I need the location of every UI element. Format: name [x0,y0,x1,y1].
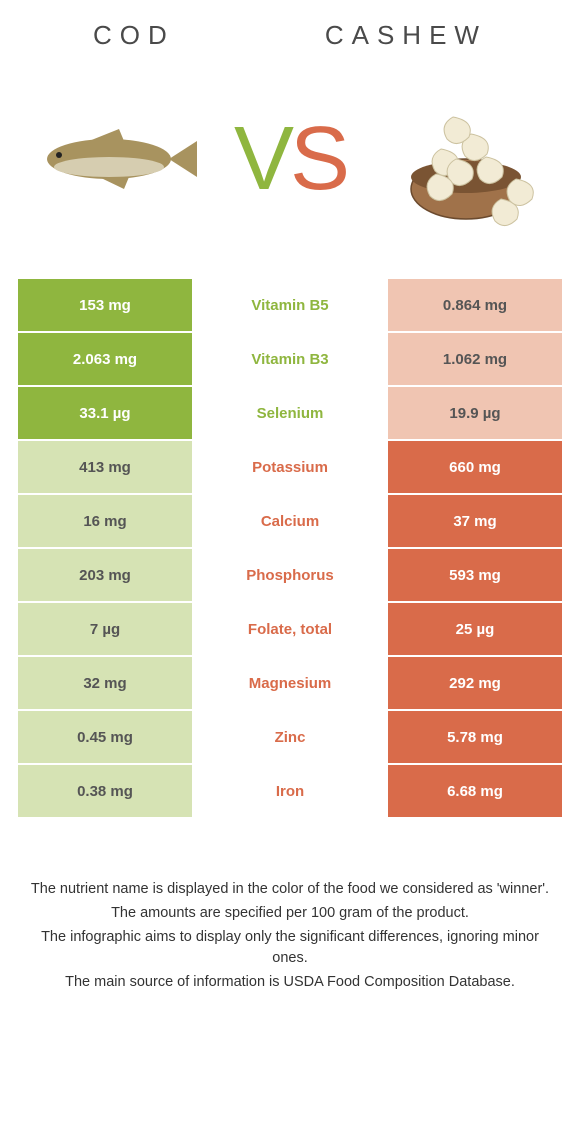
nutrient-name: Selenium [192,387,388,439]
nutrient-row: 16 mgCalcium37 mg [18,495,562,549]
nutrient-left-value: 203 mg [18,549,192,601]
nutrient-name: Vitamin B3 [192,333,388,385]
nutrient-name: Phosphorus [192,549,388,601]
nutrient-name: Magnesium [192,657,388,709]
nutrient-row: 2.063 mgVitamin B31.062 mg [18,333,562,387]
footer-line-1: The nutrient name is displayed in the co… [26,879,554,901]
footer-notes: The nutrient name is displayed in the co… [18,879,562,994]
nutrient-left-value: 0.45 mg [18,711,192,763]
nutrient-row: 0.45 mgZinc5.78 mg [18,711,562,765]
nutrient-name: Zinc [192,711,388,763]
nutrient-left-value: 413 mg [18,441,192,493]
vs-label: VS [234,114,346,204]
nutrient-name: Calcium [192,495,388,547]
nutrient-name: Potassium [192,441,388,493]
nutrient-right-value: 660 mg [388,441,562,493]
nutrient-left-value: 32 mg [18,657,192,709]
nutrient-row: 413 mgPotassium660 mg [18,441,562,495]
nutrient-row: 32 mgMagnesium292 mg [18,657,562,711]
images-row: VS [18,79,562,239]
nutrient-right-value: 6.68 mg [388,765,562,817]
footer-line-3: The infographic aims to display only the… [26,927,554,971]
nutrient-right-value: 25 µg [388,603,562,655]
header-row: COD CASHEW [18,20,562,51]
header-left: COD [93,20,175,51]
nutrient-row: 203 mgPhosphorus593 mg [18,549,562,603]
nutrient-left-value: 0.38 mg [18,765,192,817]
vs-v: V [234,109,290,209]
header-right: CASHEW [325,20,487,51]
nutrient-right-value: 5.78 mg [388,711,562,763]
nutrient-right-value: 0.864 mg [388,279,562,331]
nutrient-row: 0.38 mgIron6.68 mg [18,765,562,819]
nutrient-name: Folate, total [192,603,388,655]
nutrient-left-value: 16 mg [18,495,192,547]
nutrient-right-value: 593 mg [388,549,562,601]
nutrient-left-value: 153 mg [18,279,192,331]
nutrient-name: Iron [192,765,388,817]
vs-s: S [290,109,346,209]
nutrient-right-value: 19.9 µg [388,387,562,439]
cashew-icon [381,79,551,239]
nutrient-row: 33.1 µgSelenium19.9 µg [18,387,562,441]
nutrient-left-value: 2.063 mg [18,333,192,385]
footer-line-2: The amounts are specified per 100 gram o… [26,903,554,925]
nutrient-row: 7 µgFolate, total25 µg [18,603,562,657]
nutrient-right-value: 292 mg [388,657,562,709]
fish-icon [29,119,199,199]
cashew-image [376,79,556,239]
nutrient-row: 153 mgVitamin B50.864 mg [18,279,562,333]
nutrient-left-value: 33.1 µg [18,387,192,439]
footer-line-4: The main source of information is USDA F… [26,972,554,994]
nutrient-left-value: 7 µg [18,603,192,655]
nutrient-right-value: 1.062 mg [388,333,562,385]
nutrient-table: 153 mgVitamin B50.864 mg2.063 mgVitamin … [18,279,562,819]
nutrient-name: Vitamin B5 [192,279,388,331]
cod-image [24,79,204,239]
nutrient-right-value: 37 mg [388,495,562,547]
